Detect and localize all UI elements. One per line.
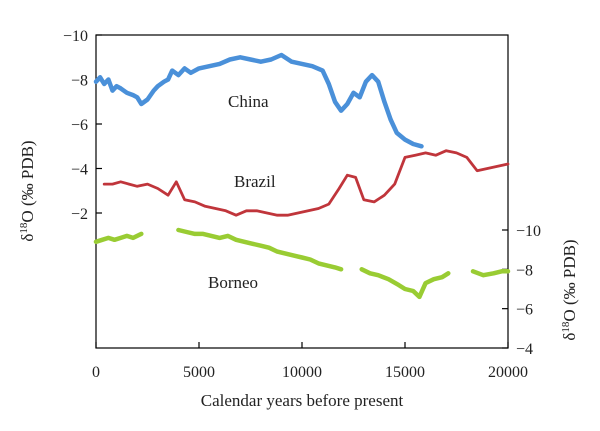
left-y-tick-label: −2 — [71, 206, 88, 223]
right-axis-title: δ18O (‰ PDB) — [560, 239, 579, 340]
axis-ticks — [95, 34, 509, 349]
x-tick-label: 15000 — [385, 364, 425, 381]
left-y-tick-label: −6 — [71, 117, 88, 134]
x-tick-label: 0 — [92, 364, 100, 381]
left-y-tick-label: −8 — [71, 73, 88, 90]
x-tick-label: 20000 — [488, 364, 528, 381]
series-line-borneo — [176, 227, 344, 272]
left-axis-title: δ18O (‰ PDB) — [18, 140, 37, 241]
left-y-tick-label: −10 — [63, 28, 88, 45]
right-y-tick-label: −10 — [516, 223, 541, 240]
plot-frame — [95, 34, 509, 349]
right-y-tick-label: −6 — [516, 302, 533, 319]
x-tick-label: 10000 — [282, 364, 322, 381]
left-y-tick-label: −4 — [71, 162, 88, 179]
series-line-china — [93, 52, 424, 149]
series-line-borneo — [93, 231, 144, 245]
x-tick-label: 5000 — [183, 364, 215, 381]
right-y-tick-label: −8 — [516, 262, 533, 279]
series-label-china: China — [228, 92, 269, 111]
series-label-brazil: Brazil — [234, 172, 276, 191]
series-line-brazil — [102, 149, 510, 217]
series-label-borneo: Borneo — [208, 273, 258, 292]
series-line-borneo — [359, 267, 451, 300]
series-group — [93, 52, 511, 300]
right-y-tick-label: −4 — [516, 341, 533, 358]
x-axis-title: Calendar years before present — [201, 391, 404, 410]
series-line-borneo — [470, 269, 511, 278]
